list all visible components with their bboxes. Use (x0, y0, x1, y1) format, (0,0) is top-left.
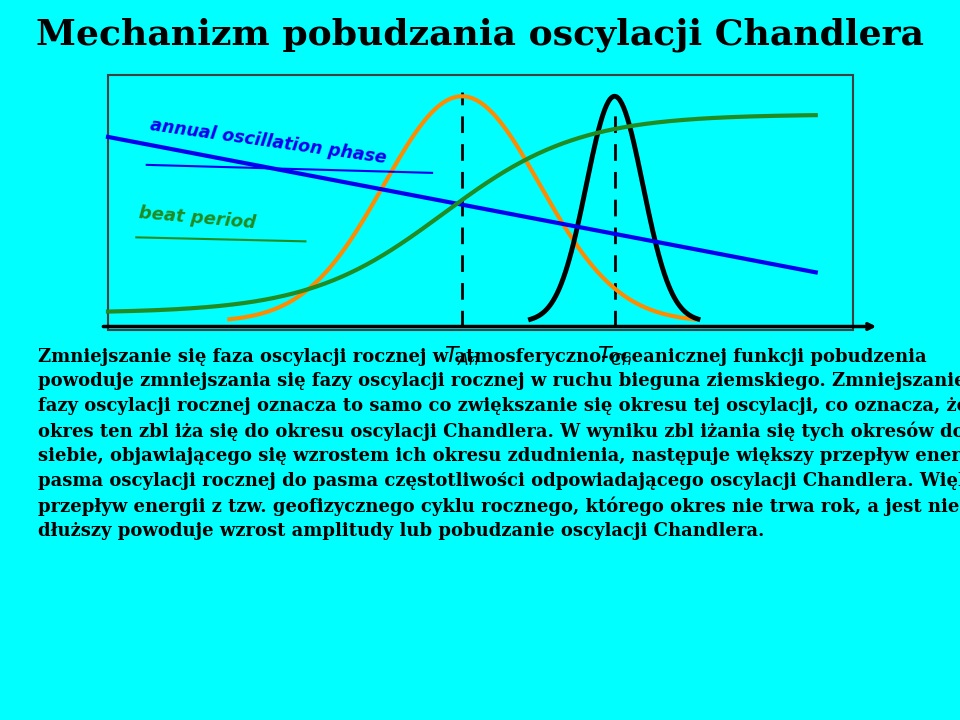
Text: annual oscillation phase: annual oscillation phase (149, 116, 388, 167)
Text: $T_{Ch}$: $T_{Ch}$ (597, 344, 633, 368)
Bar (108, 75, 853, 330)
Text: beat period: beat period (138, 204, 256, 233)
Text: Mechanizm pobudzania oscylacji Chandlera: Mechanizm pobudzania oscylacji Chandlera (36, 18, 924, 53)
Text: $T_{An}$: $T_{An}$ (444, 344, 479, 368)
Text: Zmniejszanie się faza oscylacji rocznej w atmosferyczno-oceanicznej funkcji pobu: Zmniejszanie się faza oscylacji rocznej … (38, 348, 960, 541)
